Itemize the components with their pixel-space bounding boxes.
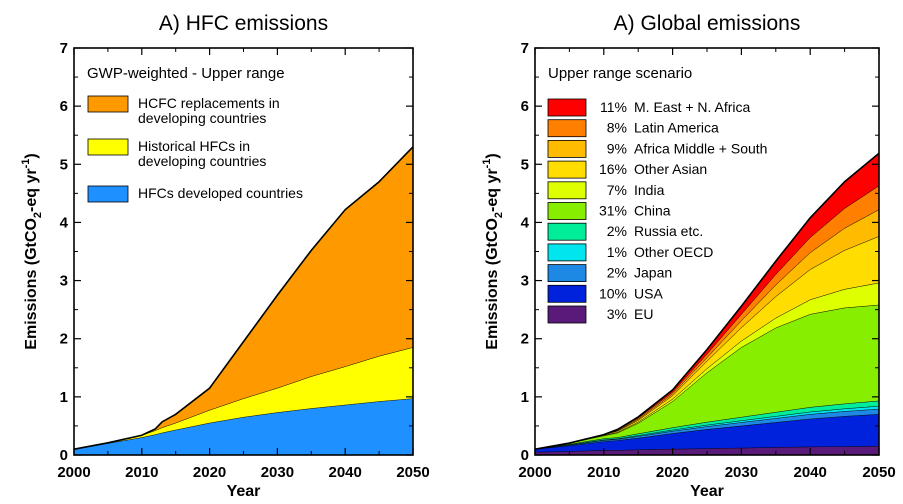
y-axis-label-part: 2 [493, 212, 505, 218]
x-tick-label: 2020 [193, 464, 226, 481]
legend-percent: 2% [607, 223, 627, 239]
legend-label: Russia etc. [634, 223, 703, 239]
y-tick-label: 6 [60, 98, 68, 115]
legend-label-line: developing countries [138, 153, 266, 169]
y-tick-label: 3 [60, 273, 68, 290]
total-line [73, 146, 414, 450]
y-tick-label: 7 [521, 40, 529, 57]
legend-percent: 10% [599, 285, 627, 301]
legend-label: India [634, 182, 665, 198]
y-axis-label-part: -eq yr [484, 168, 501, 212]
x-tick-label: 2050 [396, 464, 429, 481]
x-tick-label: 2030 [261, 464, 294, 481]
x-tick-label: 2050 [862, 464, 895, 481]
legend-percent: 3% [607, 306, 627, 322]
x-tick-label: 2040 [329, 464, 362, 481]
y-tick-label: 0 [60, 447, 68, 464]
x-axis-label: Year [690, 483, 724, 500]
y-axis-label-part: -eq yr [23, 168, 40, 212]
total-line [534, 152, 880, 450]
y-tick-label: 6 [521, 98, 529, 115]
x-tick-label: 2000 [518, 464, 551, 481]
legend-swatch [547, 264, 587, 283]
y-tick-label: 5 [60, 156, 68, 173]
legend-swatch [547, 181, 587, 200]
legend-label: HCFC replacements in developing countries [138, 95, 280, 126]
legend-label-line: developing countries [138, 110, 266, 126]
chart-panel-2: A) Global emissions 0 1 2 3 4 5 6 7 2000 2010 2020 2… [481, 12, 896, 500]
chart-subtitle: Upper range scenario [548, 65, 692, 82]
y-tick-label: 0 [521, 447, 529, 464]
legend-swatch [547, 222, 587, 241]
legend-label-line: HCFC replacements in [138, 95, 280, 111]
y-tick-label: 4 [60, 214, 69, 231]
legend-label: Africa Middle + South [634, 140, 767, 156]
legend-label: Other OECD [634, 244, 713, 260]
legend-swatch [547, 202, 587, 220]
legend-swatch [87, 95, 129, 113]
legend-percent: 1% [607, 244, 627, 260]
y-axis-label-part: Emissions (GtCO [23, 218, 40, 350]
legend-percent: 9% [607, 140, 627, 156]
legend-percent: 2% [607, 265, 627, 281]
legend-label: USA [634, 285, 663, 301]
legend-swatch [547, 98, 587, 117]
y-axis-label-part: Emissions (GtCO [484, 218, 501, 350]
y-tick-label: 2 [60, 331, 68, 348]
x-tick-label: 2030 [725, 464, 758, 481]
x-tick-label: 2040 [794, 464, 827, 481]
y-axis-label-part: -1 [20, 159, 32, 169]
y-tick-label: 2 [521, 331, 529, 348]
y-axis-label-part: ) [484, 153, 501, 158]
legend-swatch [547, 160, 587, 179]
legend-percent: 11% [600, 99, 627, 115]
legend-percent: 31% [599, 203, 627, 219]
legend-swatch [547, 119, 587, 138]
x-tick-label: 2010 [587, 464, 620, 481]
legend-percent: 7% [607, 182, 627, 198]
legend-swatch [547, 284, 587, 303]
legend-label: M. East + N. Africa [634, 99, 751, 115]
y-axis-label: Emissions (GtCO2-eq yr-1) [481, 153, 505, 349]
x-tick-label: 2000 [57, 464, 90, 481]
y-tick-label: 1 [521, 389, 529, 406]
legend-label: EU [634, 306, 653, 322]
x-axis-label: Year [227, 483, 261, 500]
chart-subtitle: GWP-weighted - Upper range [87, 65, 285, 82]
y-tick-label: 7 [60, 40, 68, 57]
legend-label-line: Historical HFCs in [138, 138, 250, 154]
y-tick-label: 3 [521, 273, 529, 290]
legend-swatch [87, 138, 129, 156]
legend-percent: 8% [607, 120, 627, 136]
legend-swatch [547, 243, 587, 262]
legend-label: HFCs developed countries [138, 185, 303, 201]
chart-panel-1: A) HFC emissions 0 1 2 3 4 5 6 7 2000 2010 2020 2030… [20, 12, 430, 500]
legend-percent: 16% [599, 161, 627, 177]
legend-label: Latin America [634, 120, 719, 136]
x-tick-label: 2020 [656, 464, 689, 481]
legend-label: China [634, 203, 671, 219]
y-axis-label-part: 2 [32, 212, 44, 218]
legend-label: Japan [634, 265, 672, 281]
x-tick-label: 2010 [125, 464, 158, 481]
y-tick-label: 1 [60, 389, 68, 406]
y-axis-label-part: -1 [481, 159, 493, 169]
legend-swatch [547, 139, 587, 158]
legend-swatch [87, 185, 129, 203]
chart-title: A) HFC emissions [159, 12, 328, 35]
y-axis-label: Emissions (GtCO2-eq yr-1) [20, 153, 44, 349]
chart-title: A) Global emissions [614, 12, 801, 35]
legend-label: Historical HFCs in developing countries [138, 138, 266, 169]
legend-swatch [547, 305, 587, 324]
y-tick-label: 5 [521, 156, 529, 173]
y-axis-label-part: ) [23, 153, 40, 158]
legend-label: Other Asian [634, 161, 707, 177]
y-tick-label: 4 [521, 214, 530, 231]
